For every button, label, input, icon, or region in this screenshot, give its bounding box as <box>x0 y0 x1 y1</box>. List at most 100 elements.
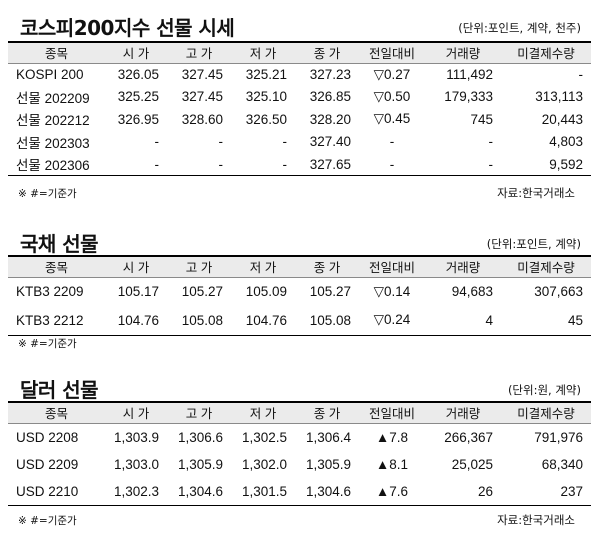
header-col-high: 고 가 <box>167 256 231 278</box>
cell-col-close: 1,305.9 <box>305 456 351 472</box>
cell-col-open-interest: 313,113 <box>535 89 583 105</box>
cell-col-name: USD 2210 <box>8 478 105 506</box>
header-col-name: 종목 <box>8 256 105 278</box>
cell-col-low: - <box>231 153 295 176</box>
cell-col-name: 선물 202212 <box>16 113 90 129</box>
cell-col-open-interest: 20,443 <box>541 111 583 127</box>
header-col-open-interest: 미결제수량 <box>501 256 591 278</box>
cell-col-change: ▽0.27 <box>373 66 411 82</box>
cell-col-open: 326.95 <box>117 111 159 127</box>
cell-col-low: 326.50 <box>245 111 287 127</box>
cell-col-open: - <box>154 134 160 150</box>
cell-col-high: 1,305.9 <box>177 456 223 472</box>
cell-col-name: KTB3 2212 <box>8 306 105 336</box>
cell-col-close: 327.40 <box>309 134 351 150</box>
cell-col-change: ▲8.1 <box>375 456 409 472</box>
cell-col-low: 325.21 <box>245 67 287 82</box>
table-row: 선물 202212 326.95 328.60 326.50 328.20 ▽0.45 74… <box>8 108 591 131</box>
cell-col-volume: 266,367 <box>444 429 493 445</box>
header-col-change: 전일대비 <box>359 256 425 278</box>
cell-col-high: 327.45 <box>181 89 223 105</box>
table-row: KOSPI 200 326.05 327.45 325.21 327.23 ▽0.27 11… <box>8 63 591 86</box>
dollar-futures-note: ※ #=기준가 <box>18 515 77 527</box>
cell-col-low: 1,301.5 <box>231 478 295 506</box>
header-col-high: 고 가 <box>167 42 231 64</box>
table-row: 선물 202306- - -327.65- -9,592 <box>8 153 591 176</box>
header-col-low: 저 가 <box>231 402 295 424</box>
cell-col-high: 328.60 <box>181 111 223 127</box>
cell-col-open-interest: 307,663 <box>534 284 583 300</box>
cell-col-open: - <box>105 153 167 176</box>
cell-col-close: 327.23 <box>309 67 351 82</box>
cell-col-name: USD 2208 <box>16 429 79 445</box>
cell-col-change: ▽0.24 <box>359 306 425 336</box>
cell-col-high: 105.27 <box>181 284 223 300</box>
header-col-close: 종 가 <box>295 402 359 424</box>
header-col-volume: 거래량 <box>425 42 501 64</box>
cell-col-low: 1,302.5 <box>241 429 287 445</box>
cell-col-change: - <box>359 153 425 176</box>
cell-col-high: 327.45 <box>181 67 223 82</box>
header-col-name: 종목 <box>8 42 105 64</box>
cell-col-open: 1,303.9 <box>113 429 159 445</box>
bond-futures-unit: (단위:포인트, 계약) <box>486 237 581 251</box>
cell-col-volume: 25,025 <box>451 456 493 472</box>
cell-col-open: 104.76 <box>105 306 167 336</box>
kospi-futures-unit: (단위:포인트, 계약, 천주) <box>458 21 581 35</box>
cell-col-close: 328.20 <box>309 111 351 127</box>
header-col-high: 고 가 <box>167 402 231 424</box>
table-row: KTB3 2212 104.76 105.08 104.76 105.08 ▽0.24 4 4… <box>8 306 591 336</box>
table-row: 선물 202209 325.25 327.45 325.10 326.85 ▽0.50 17… <box>8 86 591 109</box>
cell-col-name: 선물 202209 <box>16 90 90 106</box>
cell-col-high: 105.08 <box>167 306 231 336</box>
cell-col-change: ▽0.50 <box>373 88 411 104</box>
header-col-open-interest: 미결제수량 <box>501 42 591 64</box>
cell-col-volume: 111,492 <box>446 67 493 82</box>
cell-col-open-interest: 237 <box>501 478 591 506</box>
header-col-open: 시 가 <box>105 402 167 424</box>
cell-col-change: ▲7.8 <box>375 429 409 445</box>
cell-col-low: 105.09 <box>245 284 287 300</box>
header-col-low: 저 가 <box>231 256 295 278</box>
cell-col-volume: - <box>488 134 494 150</box>
cell-col-volume: 94,683 <box>451 284 493 300</box>
cell-col-open: 326.05 <box>117 67 159 82</box>
table-row: USD 2210 1,302.3 1,304.6 1,301.5 1,304.6 ▲7.6… <box>8 478 591 506</box>
cell-col-change: ▽0.14 <box>373 283 411 299</box>
table-row: USD 2208 1,303.9 1,306.6 1,302.5 1,306.4 ▲7.8… <box>8 423 591 451</box>
header-col-volume: 거래량 <box>425 256 501 278</box>
cell-col-name: KOSPI 200 <box>16 67 84 82</box>
dollar-futures-unit: (단위:원, 계약) <box>507 383 581 397</box>
cell-col-low: - <box>282 134 288 150</box>
table-row: USD 2209 1,303.0 1,305.9 1,302.0 1,305.9 ▲8.1… <box>8 451 591 479</box>
cell-col-volume: - <box>425 153 501 176</box>
cell-col-close: 1,304.6 <box>295 478 359 506</box>
cell-col-close: 327.65 <box>295 153 359 176</box>
cell-col-open: 105.17 <box>117 284 159 300</box>
cell-col-close: 1,306.4 <box>305 429 351 445</box>
cell-col-close: 326.85 <box>309 89 351 105</box>
header-col-open-interest: 미결제수량 <box>501 402 591 424</box>
cell-col-name: KTB3 2209 <box>16 284 84 300</box>
bond-futures-title: 국채 선물 <box>20 232 99 256</box>
dollar-futures-title: 달러 선물 <box>20 378 99 402</box>
cell-col-open-interest: 45 <box>501 306 591 336</box>
header-col-change: 전일대비 <box>359 42 425 64</box>
cell-col-open-interest: 791,976 <box>534 429 583 445</box>
header-col-name: 종목 <box>8 402 105 424</box>
cell-col-open: 1,303.0 <box>113 456 159 472</box>
kospi-futures-title: 코스피200지수 선물 시세 <box>20 16 235 40</box>
header-col-close: 종 가 <box>295 42 359 64</box>
header-col-volume: 거래량 <box>425 402 501 424</box>
cell-col-name: 선물 202303 <box>16 135 90 151</box>
dollar-futures-source: 자료:한국거래소 <box>497 513 575 527</box>
table-row: 선물 202303 - - - 327.40 - - 4,803 <box>8 131 591 154</box>
kospi-futures-source: 자료:한국거래소 <box>497 186 575 200</box>
cell-col-open: 325.25 <box>117 89 159 105</box>
header-col-open: 시 가 <box>105 42 167 64</box>
